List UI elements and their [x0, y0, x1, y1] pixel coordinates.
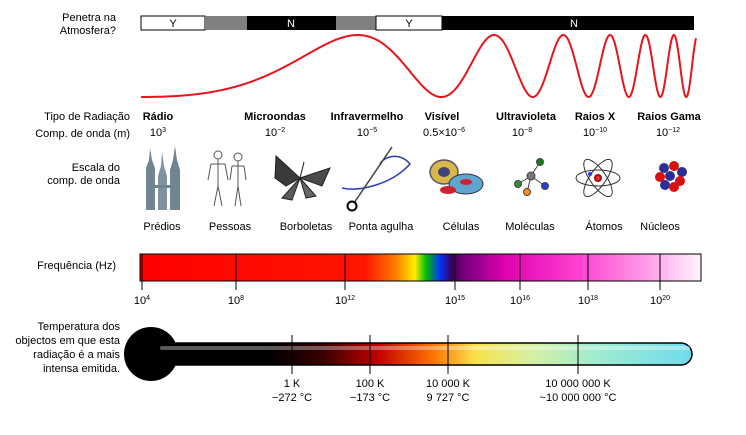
- wavelength-xray: 10−10: [582, 127, 608, 139]
- frequency-tick-label: 108: [227, 295, 245, 307]
- scale-object-cells: Células: [442, 221, 480, 233]
- molecule-icon: [514, 158, 549, 196]
- temperature-tick-kelvin: 100 K: [355, 378, 385, 390]
- scale-object-butterflies: Borboletas: [279, 221, 333, 233]
- atmosphere-label: Penetra na Atmosfera?: [59, 12, 116, 37]
- cells-icon: [429, 159, 484, 195]
- temperature-tick-kelvin: 10 000 000 K: [545, 378, 611, 390]
- temperature-tick-kelvin: 10 000 K: [425, 378, 471, 390]
- wavelength-ultraviolet: 10−8: [511, 127, 533, 139]
- atom-icon: [575, 158, 621, 198]
- temperature-tick-celsius: 9 727 °C: [426, 392, 470, 404]
- wavelength-radio: 103: [149, 127, 167, 139]
- frequency-tick-label: 1020: [649, 295, 671, 307]
- radiation-name-radio: Rádio: [142, 111, 174, 123]
- wavelength-infrared: 10−5: [356, 127, 378, 139]
- temperature-tick-celsius: ~10 000 000 °C: [539, 392, 617, 404]
- scale-label: Escala do comp. de onda: [47, 162, 120, 187]
- scale-object-atoms: Átomos: [585, 221, 623, 233]
- temperature-tick-celsius: −272 °C: [271, 392, 313, 404]
- radiation-name-microwave: Microondas: [244, 111, 306, 123]
- people-icon: [207, 150, 247, 207]
- atmosphere-seg-n1: N: [287, 18, 295, 30]
- wavelength-microwave: 10−2: [264, 127, 286, 139]
- frequency-label: Frequência (Hz): [37, 260, 116, 272]
- buildings-icon: [146, 146, 180, 210]
- atmosphere-bar: Y N Y N: [140, 15, 694, 31]
- radiation-type-label: Tipo de Radiação: [44, 111, 130, 123]
- thermometer: [124, 327, 693, 381]
- wavelength-gamma: 10−12: [655, 127, 681, 139]
- frequency-tick-label: 104: [133, 295, 151, 307]
- wave-line: [141, 33, 697, 99]
- scale-object-people: Pessoas: [208, 221, 252, 233]
- frequency-tick-label: 1018: [577, 295, 599, 307]
- atmosphere-seg-n2: N: [570, 18, 578, 30]
- scale-object-molecules: Moléculas: [505, 221, 555, 233]
- temperature-label: Temperatura dos objectos em que esta rad…: [15, 321, 120, 375]
- frequency-tick-label: 1012: [334, 295, 356, 307]
- radiation-name-gamma: Raios Gama: [637, 111, 701, 123]
- wavelength-label: Comp. de onda (m): [35, 128, 130, 140]
- radiation-name-infrared: Infravermelho: [330, 111, 404, 123]
- scale-object-buildings: Prédios: [143, 221, 181, 233]
- radiation-name-xray: Raios X: [574, 111, 616, 123]
- nucleus-icon: [655, 161, 687, 192]
- frequency-tick-label: 1015: [444, 295, 466, 307]
- butterfly-icon: [274, 154, 331, 201]
- radiation-name-visible: Visível: [424, 111, 460, 123]
- atmosphere-seg-y1: Y: [169, 18, 177, 30]
- atmosphere-seg-y2: Y: [405, 18, 413, 30]
- scale-object-nuclei: Núcleos: [640, 221, 680, 233]
- temperature-tick-celsius: −173 °C: [349, 392, 391, 404]
- needle-icon: [341, 146, 411, 212]
- scale-object-needle: Ponta agulha: [348, 221, 414, 233]
- wavelength-visible: 0.5×10−6: [423, 127, 465, 139]
- frequency-bar: [139, 253, 702, 290]
- temperature-tick-kelvin: 1 K: [283, 378, 301, 390]
- radiation-name-ultraviolet: Ultravioleta: [496, 111, 556, 123]
- frequency-tick-label: 1016: [509, 295, 531, 307]
